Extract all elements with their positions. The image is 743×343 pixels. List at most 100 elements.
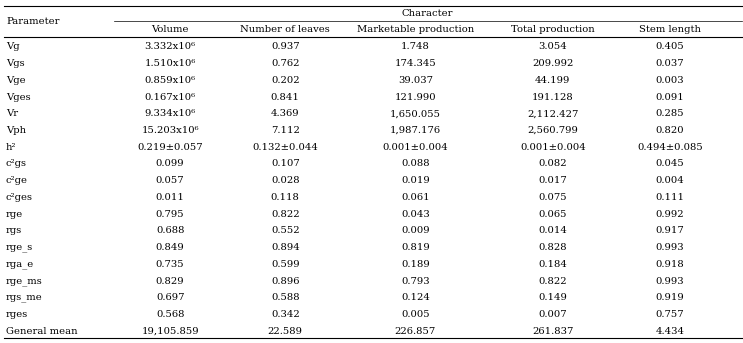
Text: 0.841: 0.841	[271, 93, 299, 102]
Text: 0.184: 0.184	[539, 260, 567, 269]
Text: h²: h²	[6, 143, 16, 152]
Text: Character: Character	[402, 9, 453, 18]
Text: 1.510x10⁶: 1.510x10⁶	[144, 59, 196, 68]
Text: 0.762: 0.762	[271, 59, 299, 68]
Text: 0.795: 0.795	[156, 210, 184, 218]
Text: 0.011: 0.011	[156, 193, 184, 202]
Text: 0.118: 0.118	[271, 193, 299, 202]
Text: 226.857: 226.857	[395, 327, 436, 336]
Text: 0.917: 0.917	[655, 226, 684, 235]
Text: 0.132±0.044: 0.132±0.044	[253, 143, 318, 152]
Text: 4.369: 4.369	[271, 109, 299, 118]
Text: 22.589: 22.589	[267, 327, 303, 336]
Text: 0.045: 0.045	[655, 159, 684, 168]
Text: Total production: Total production	[511, 25, 594, 34]
Text: 0.285: 0.285	[655, 109, 684, 118]
Text: 0.822: 0.822	[539, 276, 567, 285]
Text: 0.001±0.004: 0.001±0.004	[520, 143, 585, 152]
Text: Volume: Volume	[152, 25, 189, 34]
Text: 0.849: 0.849	[156, 243, 184, 252]
Text: 2,560.799: 2,560.799	[528, 126, 578, 135]
Text: 0.405: 0.405	[655, 43, 684, 51]
Text: 0.061: 0.061	[401, 193, 429, 202]
Text: 0.005: 0.005	[401, 310, 429, 319]
Text: 0.037: 0.037	[655, 59, 684, 68]
Text: 261.837: 261.837	[532, 327, 574, 336]
Text: 4.434: 4.434	[655, 327, 684, 336]
Text: 0.819: 0.819	[401, 243, 429, 252]
Text: 0.588: 0.588	[271, 293, 299, 302]
Text: 121.990: 121.990	[395, 93, 436, 102]
Text: Vr: Vr	[6, 109, 18, 118]
Text: 0.494±0.085: 0.494±0.085	[637, 143, 703, 152]
Text: 0.697: 0.697	[156, 293, 184, 302]
Text: Vges: Vges	[6, 93, 30, 102]
Text: c²ges: c²ges	[6, 193, 33, 202]
Text: 0.107: 0.107	[271, 159, 299, 168]
Text: 0.342: 0.342	[271, 310, 299, 319]
Text: 0.028: 0.028	[271, 176, 299, 185]
Text: Stem length: Stem length	[639, 25, 701, 34]
Text: 0.088: 0.088	[401, 159, 429, 168]
Text: c²gs: c²gs	[6, 159, 27, 168]
Text: 0.919: 0.919	[655, 293, 684, 302]
Text: 0.822: 0.822	[271, 210, 299, 218]
Text: 0.735: 0.735	[156, 260, 184, 269]
Text: 0.896: 0.896	[271, 276, 299, 285]
Text: 15.203x10⁶: 15.203x10⁶	[141, 126, 199, 135]
Text: 0.599: 0.599	[271, 260, 299, 269]
Text: rge_s: rge_s	[6, 243, 33, 252]
Text: 0.057: 0.057	[156, 176, 184, 185]
Text: 0.065: 0.065	[539, 210, 567, 218]
Text: Vph: Vph	[6, 126, 26, 135]
Text: Marketable production: Marketable production	[357, 25, 474, 34]
Text: 174.345: 174.345	[395, 59, 436, 68]
Text: 0.918: 0.918	[655, 260, 684, 269]
Text: 0.202: 0.202	[271, 76, 299, 85]
Text: 0.820: 0.820	[655, 126, 684, 135]
Text: 0.793: 0.793	[401, 276, 429, 285]
Text: 0.043: 0.043	[401, 210, 429, 218]
Text: 1.748: 1.748	[401, 43, 429, 51]
Text: 0.082: 0.082	[539, 159, 567, 168]
Text: 44.199: 44.199	[535, 76, 571, 85]
Text: Vge: Vge	[6, 76, 25, 85]
Text: rgs: rgs	[6, 226, 22, 235]
Text: Vg: Vg	[6, 43, 19, 51]
Text: 0.124: 0.124	[401, 293, 429, 302]
Text: 9.334x10⁶: 9.334x10⁶	[145, 109, 195, 118]
Text: 7.112: 7.112	[271, 126, 299, 135]
Text: 3.054: 3.054	[539, 43, 567, 51]
Text: 0.009: 0.009	[401, 226, 429, 235]
Text: 19,105.859: 19,105.859	[141, 327, 199, 336]
Text: 1,987.176: 1,987.176	[390, 126, 441, 135]
Text: Parameter: Parameter	[6, 17, 59, 26]
Text: 39.037: 39.037	[398, 76, 433, 85]
Text: General mean: General mean	[6, 327, 77, 336]
Text: 0.688: 0.688	[156, 226, 184, 235]
Text: 191.128: 191.128	[532, 93, 574, 102]
Text: 1,650.055: 1,650.055	[390, 109, 441, 118]
Text: 0.993: 0.993	[655, 243, 684, 252]
Text: 0.829: 0.829	[156, 276, 184, 285]
Text: 0.552: 0.552	[271, 226, 299, 235]
Text: Vgs: Vgs	[6, 59, 25, 68]
Text: 0.019: 0.019	[401, 176, 429, 185]
Text: 0.014: 0.014	[539, 226, 567, 235]
Text: rgs_me: rgs_me	[6, 293, 42, 302]
Text: 0.001±0.004: 0.001±0.004	[383, 143, 448, 152]
Text: 0.828: 0.828	[539, 243, 567, 252]
Text: 0.219±0.057: 0.219±0.057	[137, 143, 203, 152]
Text: 0.017: 0.017	[539, 176, 567, 185]
Text: 0.993: 0.993	[655, 276, 684, 285]
Text: 0.075: 0.075	[539, 193, 567, 202]
Text: 0.937: 0.937	[271, 43, 299, 51]
Text: 0.189: 0.189	[401, 260, 429, 269]
Text: 0.859x10⁶: 0.859x10⁶	[145, 76, 195, 85]
Text: rge: rge	[6, 210, 23, 218]
Text: 0.167x10⁶: 0.167x10⁶	[145, 93, 195, 102]
Text: 3.332x10⁶: 3.332x10⁶	[145, 43, 195, 51]
Text: 0.007: 0.007	[539, 310, 567, 319]
Text: 2,112.427: 2,112.427	[527, 109, 579, 118]
Text: rge_ms: rge_ms	[6, 276, 42, 285]
